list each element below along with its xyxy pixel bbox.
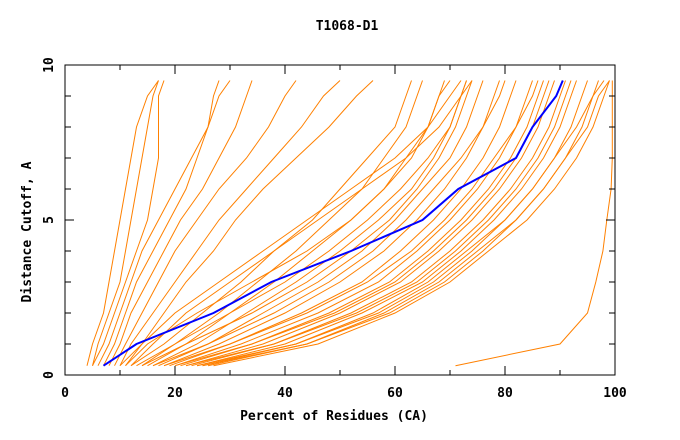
model-line-34 [196,80,605,367]
model-line-11 [141,80,423,367]
model-line-19 [185,80,555,367]
x-tick-label: 20 [167,386,183,401]
model-line-12 [147,80,445,367]
y-axis-label: Distance Cutoff, A [20,161,35,302]
model-line-22 [202,80,588,367]
x-tick-label: 40 [277,386,293,401]
model-line-16 [169,80,517,367]
model-line-35 [202,80,610,367]
model-line-6 [108,80,253,366]
model-line-5 [103,80,220,366]
model-line-27 [152,80,506,367]
model-line-2 [92,80,159,366]
model-line-1 [86,80,159,366]
model-line-24 [213,80,610,367]
model-line-32 [119,80,462,367]
model-line-3 [92,80,165,366]
model-line-13 [152,80,467,367]
model-line-20 [191,80,566,367]
x-tick-label: 80 [497,386,513,401]
x-tick-label: 60 [387,386,403,401]
model-line-25 [141,80,473,367]
x-tick-label: 100 [603,386,627,401]
y-tick-label: 10 [42,57,57,73]
model-line-17 [174,80,533,367]
model-line-33 [125,80,451,367]
model-line-29 [174,80,550,367]
model-line-31 [130,80,473,367]
x-tick-label: 0 [61,386,69,401]
series-lines [86,80,613,367]
x-axis-label: Percent of Residues (CA) [240,409,428,424]
model-line-21 [196,80,577,367]
y-tick-label: 0 [42,371,57,379]
model-line-18 [180,80,544,367]
axes: 0 20 40 60 80 100 0 5 10 [42,57,627,401]
model-line-4 [97,80,231,366]
model-line-8 [119,80,341,366]
model-line-28 [163,80,539,367]
model-line-14 [158,80,484,367]
model-line-26 [136,80,467,367]
model-line-15 [163,80,500,367]
highlight-model-line [102,80,564,367]
model-line-9 [125,80,374,367]
model-line-30 [185,80,572,367]
y-tick-label: 5 [42,216,57,224]
chart-title: T1068-D1 [316,19,379,34]
model-line-7 [114,80,297,366]
